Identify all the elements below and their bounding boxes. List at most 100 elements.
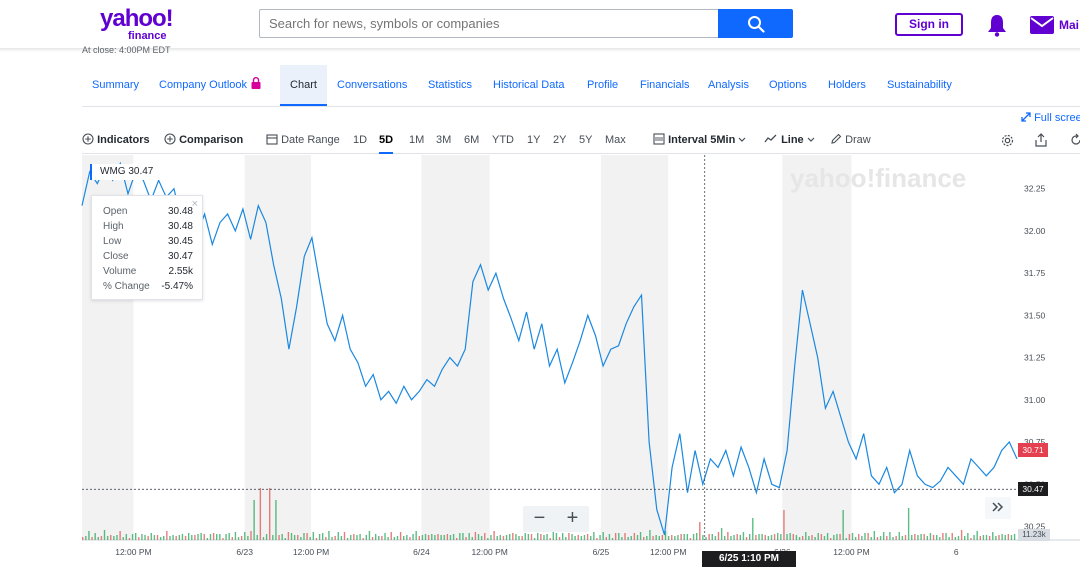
volume-bar: [736, 534, 738, 540]
volume-bar: [932, 535, 935, 540]
range-3m[interactable]: 3M: [436, 134, 452, 146]
volume-bar: [817, 533, 819, 540]
volume-bar: [661, 535, 664, 540]
draw-button[interactable]: Draw: [830, 126, 871, 154]
tab-options[interactable]: Options: [769, 79, 807, 91]
tab-chart[interactable]: Chart: [280, 65, 327, 106]
mail-link[interactable]: Mai: [1059, 18, 1080, 32]
volume-bar: [359, 534, 361, 540]
tab-summary[interactable]: Summary: [92, 79, 140, 91]
date-range-button[interactable]: Date Range: [266, 126, 340, 154]
indicators-button[interactable]: Indicators: [82, 126, 150, 154]
volume-bar: [409, 537, 411, 540]
tab-conversations[interactable]: Conversations: [337, 79, 408, 91]
volume-bar: [951, 533, 953, 540]
volume-bar: [88, 531, 90, 540]
volume-bar: [714, 536, 717, 540]
draw-label: Draw: [845, 134, 871, 146]
full-screen-button[interactable]: Full scree: [1021, 112, 1080, 124]
tooltip-row-open: Open 30.48: [103, 206, 193, 220]
volume-bar: [306, 533, 308, 540]
share-icon[interactable]: [1035, 133, 1047, 147]
volume-bar: [574, 536, 576, 540]
zoom-in-button[interactable]: +: [566, 507, 579, 529]
tab-historical-data[interactable]: Historical Data: [493, 79, 565, 91]
volume-bar: [767, 536, 770, 540]
range-2y[interactable]: 2Y: [553, 134, 567, 146]
volume-bar: [689, 538, 692, 540]
volume-bar: [134, 533, 137, 540]
chart-type-dropdown[interactable]: Line: [764, 126, 815, 154]
volume-bar: [496, 536, 498, 540]
range-1d[interactable]: 1D: [353, 134, 368, 146]
sign-in-button[interactable]: Sign in: [895, 13, 963, 36]
range-5y[interactable]: 5Y: [579, 134, 593, 146]
gear-icon[interactable]: [1001, 134, 1014, 147]
range-1y[interactable]: 1Y: [527, 134, 541, 146]
volume-bar: [711, 534, 713, 540]
interval-dropdown[interactable]: Interval 5Min: [653, 126, 746, 154]
yahoo-finance-logo[interactable]: yahoo! finance: [100, 5, 174, 43]
volume-bar: [546, 534, 548, 540]
volume-bar: [262, 537, 265, 540]
volume-bar: [225, 534, 227, 540]
chart-watermark: yahoo!finance: [790, 163, 966, 193]
volume-bar: [431, 534, 433, 540]
chevron-down-icon: [807, 137, 815, 142]
tab-profile[interactable]: Profile: [587, 79, 619, 91]
mail-icon[interactable]: [1030, 16, 1054, 34]
volume-bar: [558, 537, 561, 540]
volume-bar: [512, 533, 514, 540]
volume-bar: [184, 536, 187, 540]
volume-bar: [187, 533, 190, 540]
volume-bar: [371, 537, 374, 540]
jump-to-latest-button[interactable]: [985, 497, 1011, 519]
range-max[interactable]: Max: [605, 134, 626, 146]
volume-bar: [331, 537, 333, 540]
volume-bar: [555, 533, 558, 540]
volume-bar: [608, 534, 611, 540]
range-1m[interactable]: 1M: [409, 134, 425, 146]
range-ytd[interactable]: YTD: [492, 134, 514, 146]
volume-bar: [480, 536, 483, 540]
volume-bar: [138, 537, 140, 540]
volume-bar: [889, 532, 891, 540]
volume-bar: [985, 535, 988, 540]
volume-bar: [493, 531, 495, 540]
y-tick-label: 30.25: [1024, 521, 1046, 531]
volume-bar: [892, 537, 894, 540]
volume-bar: [627, 537, 629, 540]
volume-bar: [106, 536, 109, 540]
comparison-button[interactable]: Comparison: [164, 126, 243, 154]
tab-analysis[interactable]: Analysis: [708, 79, 749, 91]
volume-bar: [695, 533, 698, 540]
volume-bar: [200, 533, 202, 540]
search-input[interactable]: [259, 9, 719, 38]
refresh-icon[interactable]: [1070, 133, 1080, 147]
zoom-out-button[interactable]: −: [533, 507, 546, 529]
tab-holders[interactable]: Holders: [828, 79, 866, 91]
tab-statistics[interactable]: Statistics: [428, 79, 473, 91]
volume-bar: [914, 534, 916, 540]
volume-bar: [337, 532, 339, 540]
tab-company-outlook[interactable]: Company Outlook: [159, 65, 261, 106]
volume-bar: [699, 522, 701, 540]
volume-bar: [321, 533, 324, 540]
x-tick-label: 12:00 PM: [115, 547, 151, 557]
volume-bar: [692, 534, 695, 540]
price-chart[interactable]: yahoo!finance 32.25 32.00 31.75 31.50 31.25 31…: [81, 155, 1080, 557]
volume-bar: [820, 534, 823, 540]
range-5d[interactable]: 5D: [379, 126, 394, 154]
search-button[interactable]: [718, 9, 793, 38]
volume-bar: [150, 533, 152, 540]
volume-bar: [923, 534, 925, 540]
bell-icon[interactable]: [986, 13, 1008, 37]
tab-financials[interactable]: Financials: [640, 79, 690, 91]
close-icon[interactable]: ×: [191, 198, 198, 210]
tooltip-value: 30.48: [167, 206, 193, 217]
volume-bar: [437, 534, 439, 540]
range-6m[interactable]: 6M: [464, 134, 480, 146]
volume-bar: [178, 535, 181, 540]
volume-bar: [484, 533, 486, 540]
tab-sustainability[interactable]: Sustainability: [887, 79, 952, 91]
